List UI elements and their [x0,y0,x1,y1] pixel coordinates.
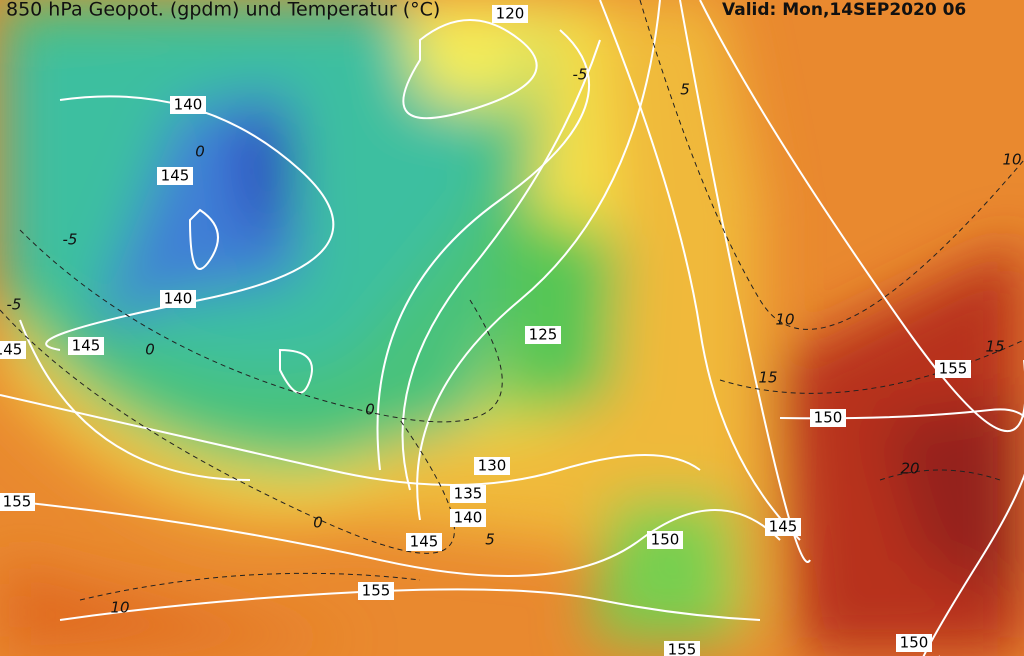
geopotential-label: 145 [410,533,439,551]
temperature-label: 15 [758,369,777,387]
label-box [68,337,104,355]
temperature-label: 10 [775,311,794,329]
temperature-label: 10 [1002,151,1021,169]
temperature-label: 20 [900,460,919,478]
temperature-label: 5 [680,81,690,99]
temperature-label: -5 [573,66,588,84]
temperature-label: 15 [985,338,1004,356]
geopotential-label: 150 [900,634,929,652]
label-box [0,493,35,511]
temperature-label: 0 [195,143,205,161]
label-box [810,409,846,427]
geopotential-label: 145 [72,337,101,355]
geopotential-label: 150 [814,409,843,427]
label-box [450,509,486,527]
label-box [406,533,442,551]
geopotential-label: 120 [496,5,525,23]
label-box [474,457,510,475]
label-box [170,96,206,114]
temperature-label: 5 [485,531,495,549]
label-box [647,531,683,549]
label-box [358,582,394,600]
geopotential-label: 145 [769,518,798,536]
geopotential-label: 155 [668,641,697,656]
temperature-label: 10 [110,599,129,617]
temperature-label: 0 [313,514,323,532]
geopotential-label: 150 [651,531,680,549]
temperature-label: 0 [145,341,155,359]
label-box [525,326,561,344]
geopotential-label: 155 [3,493,32,511]
geopotential-label: 145 [161,167,190,185]
label-box [160,290,196,308]
label-box [664,641,700,656]
geopotential-label: 155 [362,582,391,600]
geopotential-label: 140 [454,509,483,527]
temperature-label: -5 [63,231,78,249]
label-box [896,634,932,652]
map-title: 850 hPa Geopot. (gpdm) und Temperatur (°… [6,0,440,21]
geopotential-label: 145 [0,341,22,359]
temperature-label: 0 [365,401,375,419]
valid-time: Valid: Mon,14SEP2020 06 [722,0,966,20]
label-box [0,341,26,359]
label-box [765,518,801,536]
label-box [157,167,193,185]
geopotential-label: 125 [529,326,558,344]
label-box [492,5,528,23]
geopotential-label: 155 [939,360,968,378]
geopotential-label: 135 [454,485,483,503]
label-box [935,360,971,378]
geopotential-label: 140 [164,290,193,308]
temperature-label: -5 [7,296,22,314]
geopotential-label: 140 [174,96,203,114]
label-box [450,485,486,503]
geopotential-label: 130 [478,457,507,475]
